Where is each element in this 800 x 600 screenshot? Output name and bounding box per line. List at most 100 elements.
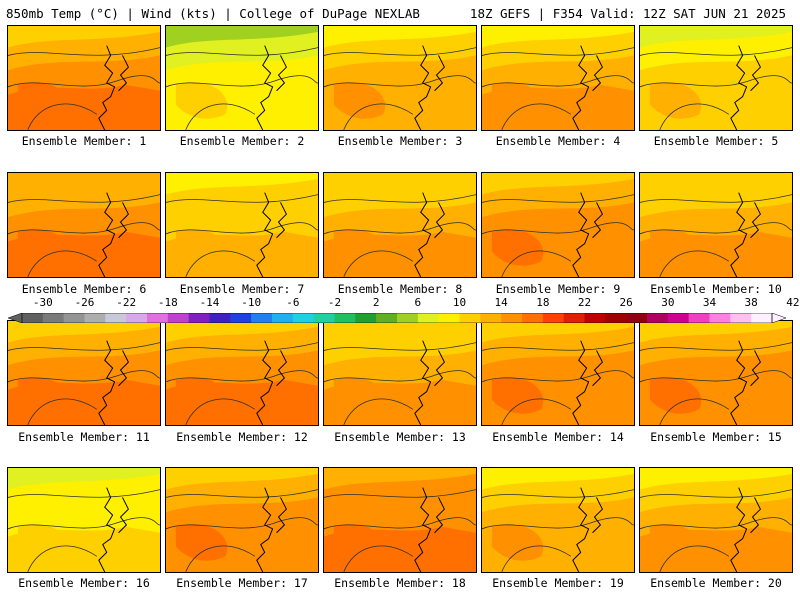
coastline [98,192,116,277]
coastline [276,497,288,534]
height-contour [166,194,318,203]
coastline [276,202,288,239]
colorbar-swatch [459,313,481,323]
temperature-field [333,82,386,119]
panel-label: Ensemble Member: 15 [650,430,782,444]
ensemble-panel [7,25,161,131]
height-contour [8,342,160,351]
colorbar-swatch [292,313,314,323]
coastline [414,192,432,277]
colorbar-tick-label: -30 [32,296,53,309]
coastline [256,340,274,425]
temperature-field [17,377,70,414]
ensemble-panel [7,172,161,278]
colorbar-swatch [417,313,439,323]
coastline [256,192,274,277]
height-contour [8,517,160,530]
temperature-field [175,377,228,414]
height-contour [324,342,476,351]
temperature-field [649,82,702,119]
temperature-field [333,377,386,414]
temperature-field [649,524,702,561]
coastline [414,487,432,572]
height-contour [324,489,476,498]
colorbar-swatch [42,313,64,323]
coastline [572,487,590,572]
colorbar-tick-label: -10 [241,296,262,309]
ensemble-panel [165,172,319,278]
ensemble-panel [165,25,319,131]
panel-label: Ensemble Member: 6 [21,282,147,296]
coastline [434,202,446,239]
colorbar-tick-label: 38 [744,296,758,309]
panel-label: Ensemble Member: 14 [492,430,624,444]
height-contour [8,489,160,498]
colorbar-swatch [84,313,106,323]
ensemble-panel [323,172,477,278]
height-contour [659,398,730,425]
coastline [414,340,432,425]
panel-label: Ensemble Member: 20 [650,576,782,590]
colorbar-end-arrow [771,312,787,324]
colorbar-tick-label: -22 [116,296,137,309]
height-contour [185,250,256,277]
panel-label: Ensemble Member: 4 [495,134,621,148]
height-contour [659,545,730,572]
height-contour [8,75,160,88]
height-contour [659,103,730,130]
colorbar-swatch [563,313,585,323]
colorbar-swatch [167,313,189,323]
colorbar-swatch [230,313,252,323]
colorbar-swatch [542,313,564,323]
colorbar-swatch [501,313,523,323]
colorbar-tick-label: 6 [414,296,422,309]
colorbar-tick-label: -6 [286,296,300,309]
temperature-field [491,229,544,266]
ensemble-panel [323,467,477,573]
temperature-field [491,82,544,119]
coastline [730,45,748,130]
ensemble-panel [639,25,793,131]
height-contour [324,75,476,88]
ensemble-panel [323,320,477,426]
coastline [730,192,748,277]
height-contour [343,398,414,425]
coastline [592,55,604,92]
colorbar-tick-label: -2 [327,296,342,309]
height-contour [343,250,414,277]
panel-label: Ensemble Member: 9 [495,282,621,296]
panel-label: Ensemble Member: 10 [650,282,782,296]
colorbar-swatch [688,313,710,323]
colorbar-swatch [438,313,460,323]
coastline [592,497,604,534]
panel-label: Ensemble Member: 16 [18,576,150,590]
panel-label: Ensemble Member: 19 [492,576,624,590]
height-contour [8,222,160,235]
temperature-field [649,377,702,414]
height-contour [640,370,792,383]
colorbar-swatch [334,313,356,323]
height-contour [324,517,476,530]
height-contour [166,47,318,56]
colorbar-swatch [397,313,419,323]
panel-label: Ensemble Member: 13 [334,430,466,444]
colorbar-swatch [480,313,502,323]
height-contour [640,489,792,498]
colorbar-swatch [584,313,606,323]
panel-label: Ensemble Member: 17 [176,576,308,590]
height-contour [640,517,792,530]
height-contour [324,194,476,203]
height-contour [501,103,572,130]
panel-label: Ensemble Member: 7 [179,282,305,296]
coastline [118,202,130,239]
ensemble-panel [165,467,319,573]
temperature-field [649,229,702,266]
coastline [98,487,116,572]
colorbar-swatch [709,313,731,323]
coastline [572,340,590,425]
coastline [730,340,748,425]
colorbar-tick-label: 30 [661,296,675,309]
temperature-field [17,229,70,266]
ensemble-panel [639,172,793,278]
height-contour [185,103,256,130]
